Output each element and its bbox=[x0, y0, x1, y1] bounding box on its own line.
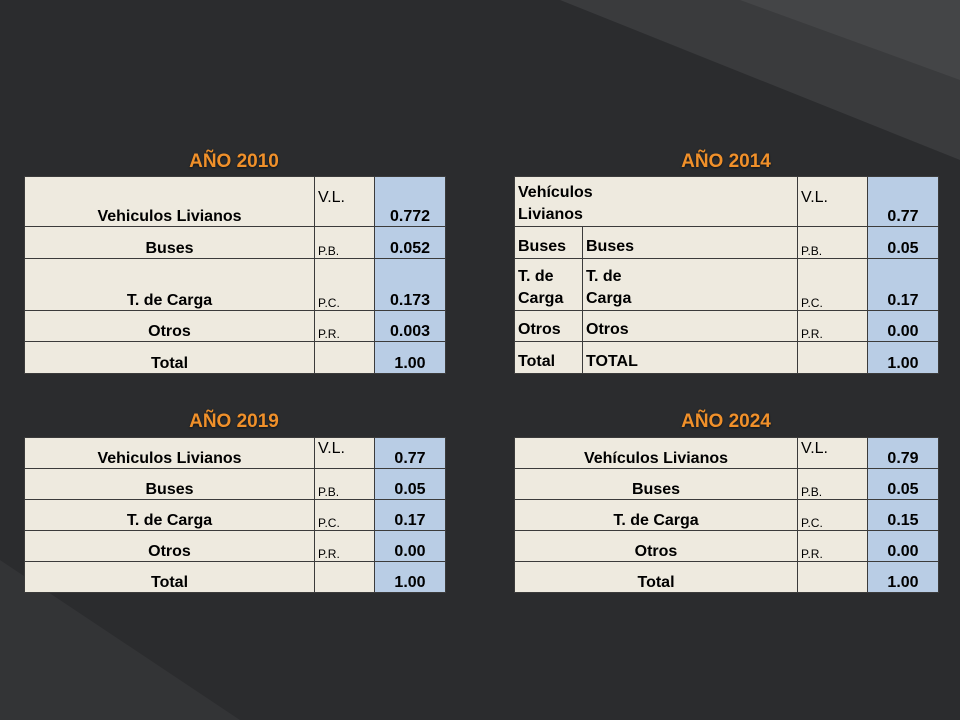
corner-stripe-shape-2 bbox=[740, 0, 960, 80]
title-2014: AÑO 2014 bbox=[681, 151, 771, 172]
table-row: T. de Carga P.C. 0.15 bbox=[514, 499, 939, 531]
row-abbr: P.R. bbox=[797, 530, 868, 562]
table-row: Otros Otros P.R. 0.00 bbox=[514, 310, 939, 342]
row-abbr: V.L. bbox=[314, 437, 375, 469]
row-value: 1.00 bbox=[867, 561, 939, 593]
row-abbr: P.C. bbox=[314, 258, 375, 311]
table-2014: Vehículos Livianos V.L. 0.77 Buses Buses… bbox=[514, 176, 939, 374]
row-label-a: T. de Carga bbox=[514, 258, 583, 311]
row-abbr: V.L. bbox=[797, 437, 868, 469]
table-row: Buses P.B. 0.052 bbox=[24, 226, 446, 259]
row-label-text: Vehículos Livianos bbox=[518, 184, 593, 223]
row-value: 1.00 bbox=[374, 341, 446, 374]
row-label: T. de Carga bbox=[24, 499, 315, 531]
row-value: 0.77 bbox=[867, 176, 939, 227]
table-row: T. de Carga P.C. 0.17 bbox=[24, 499, 446, 531]
row-abbr bbox=[797, 341, 868, 374]
row-label: T. de Carga bbox=[514, 499, 798, 531]
row-abbr: P.B. bbox=[314, 226, 375, 259]
table-row: T. de Carga T. de Carga P.C. 0.17 bbox=[514, 258, 939, 311]
row-label: Otros bbox=[24, 310, 315, 342]
row-label: T. de Carga bbox=[24, 258, 315, 311]
row-label: T. de Carga bbox=[582, 258, 798, 311]
title-2024: AÑO 2024 bbox=[681, 411, 771, 432]
row-value: 0.003 bbox=[374, 310, 446, 342]
row-abbr: P.C. bbox=[797, 258, 868, 311]
row-label: Buses bbox=[24, 468, 315, 500]
table-row: Total 1.00 bbox=[514, 561, 939, 593]
table-row: Vehiculos Livianos V.L. 0.77 bbox=[24, 437, 446, 469]
row-value: 0.772 bbox=[374, 176, 446, 227]
row-label: TOTAL bbox=[582, 341, 798, 374]
row-value: 0.00 bbox=[867, 530, 939, 562]
row-value: 0.17 bbox=[867, 258, 939, 311]
row-abbr: P.C. bbox=[797, 499, 868, 531]
table-row: Otros P.R. 0.003 bbox=[24, 310, 446, 342]
row-abbr: P.B. bbox=[797, 468, 868, 500]
row-abbr bbox=[797, 561, 868, 593]
title-2010: AÑO 2010 bbox=[189, 151, 279, 172]
table-row: Total TOTAL 1.00 bbox=[514, 341, 939, 374]
row-label: Vehículos Livianos bbox=[514, 176, 798, 227]
table-row: Vehículos Livianos V.L. 0.79 bbox=[514, 437, 939, 469]
table-row: Otros P.R. 0.00 bbox=[514, 530, 939, 562]
row-label: Vehiculos Livianos bbox=[24, 437, 315, 469]
bottom-stripe-shape bbox=[0, 560, 240, 720]
table-row: Buses Buses P.B. 0.05 bbox=[514, 226, 939, 259]
row-abbr bbox=[314, 341, 375, 374]
table-row: Vehiculos Livianos V.L. 0.772 bbox=[24, 176, 446, 227]
row-abbr: V.L. bbox=[797, 176, 868, 227]
row-value: 1.00 bbox=[867, 341, 939, 374]
row-abbr: P.R. bbox=[314, 530, 375, 562]
table-row: Otros P.R. 0.00 bbox=[24, 530, 446, 562]
row-abbr: P.R. bbox=[314, 310, 375, 342]
row-label: Buses bbox=[514, 468, 798, 500]
row-label-a: Buses bbox=[514, 226, 583, 259]
row-value: 0.052 bbox=[374, 226, 446, 259]
row-label-a: Total bbox=[514, 341, 583, 374]
table-row: T. de Carga P.C. 0.173 bbox=[24, 258, 446, 311]
row-abbr: P.B. bbox=[314, 468, 375, 500]
row-value: 0.79 bbox=[867, 437, 939, 469]
row-label: Buses bbox=[24, 226, 315, 259]
row-value: 0.15 bbox=[867, 499, 939, 531]
row-label-a: Otros bbox=[514, 310, 583, 342]
row-label: Total bbox=[24, 341, 315, 374]
row-value: 0.77 bbox=[374, 437, 446, 469]
table-2019: Vehiculos Livianos V.L. 0.77 Buses P.B. … bbox=[24, 437, 446, 593]
row-label: Vehículos Livianos bbox=[514, 437, 798, 469]
table-row: Total 1.00 bbox=[24, 561, 446, 593]
row-value: 0.05 bbox=[867, 468, 939, 500]
row-label: Total bbox=[514, 561, 798, 593]
row-value: 0.173 bbox=[374, 258, 446, 311]
row-abbr: P.B. bbox=[797, 226, 868, 259]
row-label: Total bbox=[24, 561, 315, 593]
row-abbr: P.C. bbox=[314, 499, 375, 531]
row-abbr bbox=[314, 561, 375, 593]
row-value: 0.05 bbox=[374, 468, 446, 500]
table-2024: Vehículos Livianos V.L. 0.79 Buses P.B. … bbox=[514, 437, 939, 593]
row-value: 0.00 bbox=[374, 530, 446, 562]
title-2019: AÑO 2019 bbox=[189, 411, 279, 432]
row-value: 1.00 bbox=[374, 561, 446, 593]
row-label: Otros bbox=[582, 310, 798, 342]
row-label: Vehiculos Livianos bbox=[24, 176, 315, 227]
row-value: 0.17 bbox=[374, 499, 446, 531]
row-label: Otros bbox=[514, 530, 798, 562]
table-row: Buses P.B. 0.05 bbox=[24, 468, 446, 500]
row-value: 0.00 bbox=[867, 310, 939, 342]
row-label: Buses bbox=[582, 226, 798, 259]
table-row: Buses P.B. 0.05 bbox=[514, 468, 939, 500]
table-row: Vehículos Livianos V.L. 0.77 bbox=[514, 176, 939, 227]
row-label: Otros bbox=[24, 530, 315, 562]
table-2010: Vehiculos Livianos V.L. 0.772 Buses P.B.… bbox=[24, 176, 446, 374]
row-label-text: T. de Carga bbox=[586, 268, 632, 307]
row-abbr: P.R. bbox=[797, 310, 868, 342]
row-value: 0.05 bbox=[867, 226, 939, 259]
row-abbr: V.L. bbox=[314, 176, 375, 227]
table-row: Total 1.00 bbox=[24, 341, 446, 374]
